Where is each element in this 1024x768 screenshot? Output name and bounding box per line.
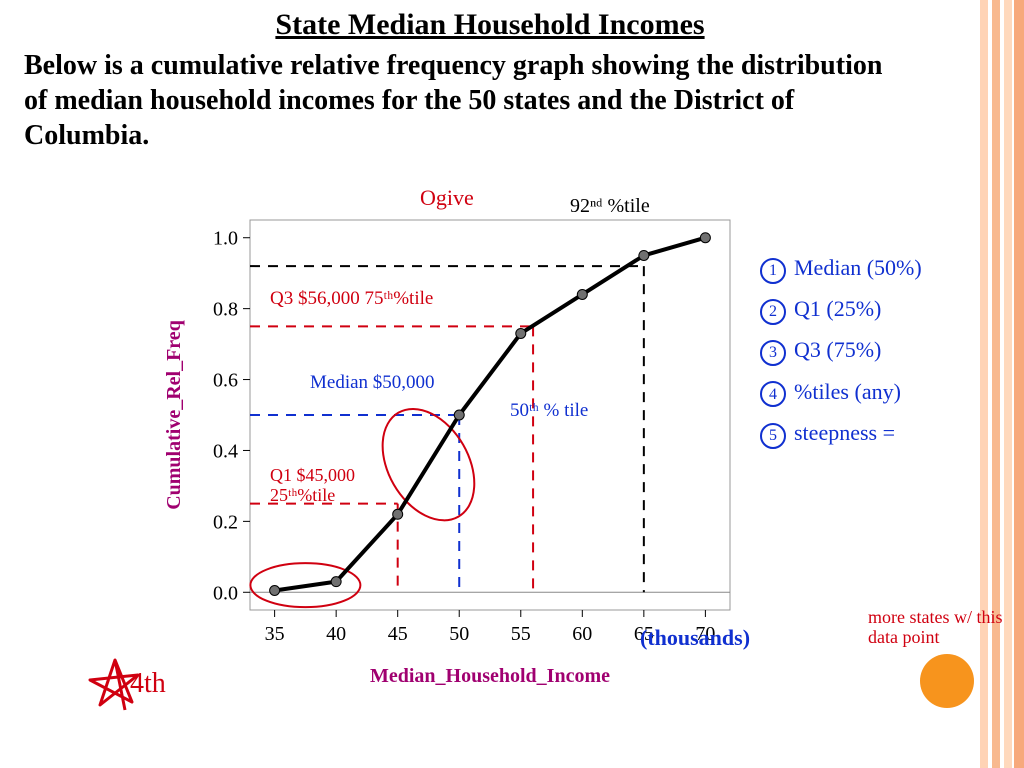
annot-q3: Q3 $56,000 75ᵗʰ%tile [270,288,433,310]
note-number-icon: 4 [760,381,786,407]
note-row: 5 steepness = [760,415,1010,450]
annot-median: Median $50,000 [310,372,435,394]
page-description: Below is a cumulative relative frequency… [24,48,884,153]
note-number-icon: 1 [760,258,786,284]
note-number-icon: 3 [760,340,786,366]
annot-thousands: (thousands) [640,625,750,651]
annot-ogive: Ogive [420,185,474,211]
note-row: 1 Median (50%) [760,250,1010,285]
svg-text:50: 50 [449,623,469,645]
svg-text:Median_Household_Income: Median_Household_Income [370,665,610,687]
decor-stripe-4 [1014,0,1024,768]
annot-more-states: more states w/ this data point [868,608,1018,648]
svg-text:0.2: 0.2 [213,511,238,533]
note-row: 4 %tiles (any) [760,374,1010,409]
note-text: Q3 (75%) [794,332,881,367]
notes-list: 1 Median (50%) 2 Q1 (25%) 3 Q3 (75%) 4 %tiles (… [760,250,1010,456]
svg-text:40: 40 [326,623,346,645]
svg-text:45: 45 [388,623,408,645]
annot-q1: Q1 $45,000 [270,465,355,486]
svg-text:0.0: 0.0 [213,582,238,604]
svg-text:35: 35 [265,623,285,645]
svg-text:55: 55 [511,623,531,645]
svg-text:0.6: 0.6 [213,370,238,392]
annot-92tile: 92ⁿᵈ %tile [570,195,650,218]
note-number-icon: 2 [760,299,786,325]
svg-text:0.8: 0.8 [213,299,238,321]
page-title: State Median Household Incomes [0,8,980,42]
annot-25tile: 25ᵗʰ%tile [270,485,335,506]
note-text: Q1 (25%) [794,291,881,326]
scribble-star-icon [80,650,150,720]
note-text: Median (50%) [794,250,922,285]
note-text: steepness = [794,415,895,450]
annot-50tile: 50ᵗʰ % tile [510,400,588,422]
svg-text:Cumulative_Rel_Freq: Cumulative_Rel_Freq [163,320,185,510]
note-row: 3 Q3 (75%) [760,332,1010,367]
svg-text:1.0: 1.0 [213,228,238,250]
svg-text:0.4: 0.4 [213,440,238,462]
svg-text:60: 60 [572,623,592,645]
note-row: 2 Q1 (25%) [760,291,1010,326]
note-number-icon: 5 [760,423,786,449]
note-text: %tiles (any) [794,374,901,409]
orange-dot [920,654,974,708]
